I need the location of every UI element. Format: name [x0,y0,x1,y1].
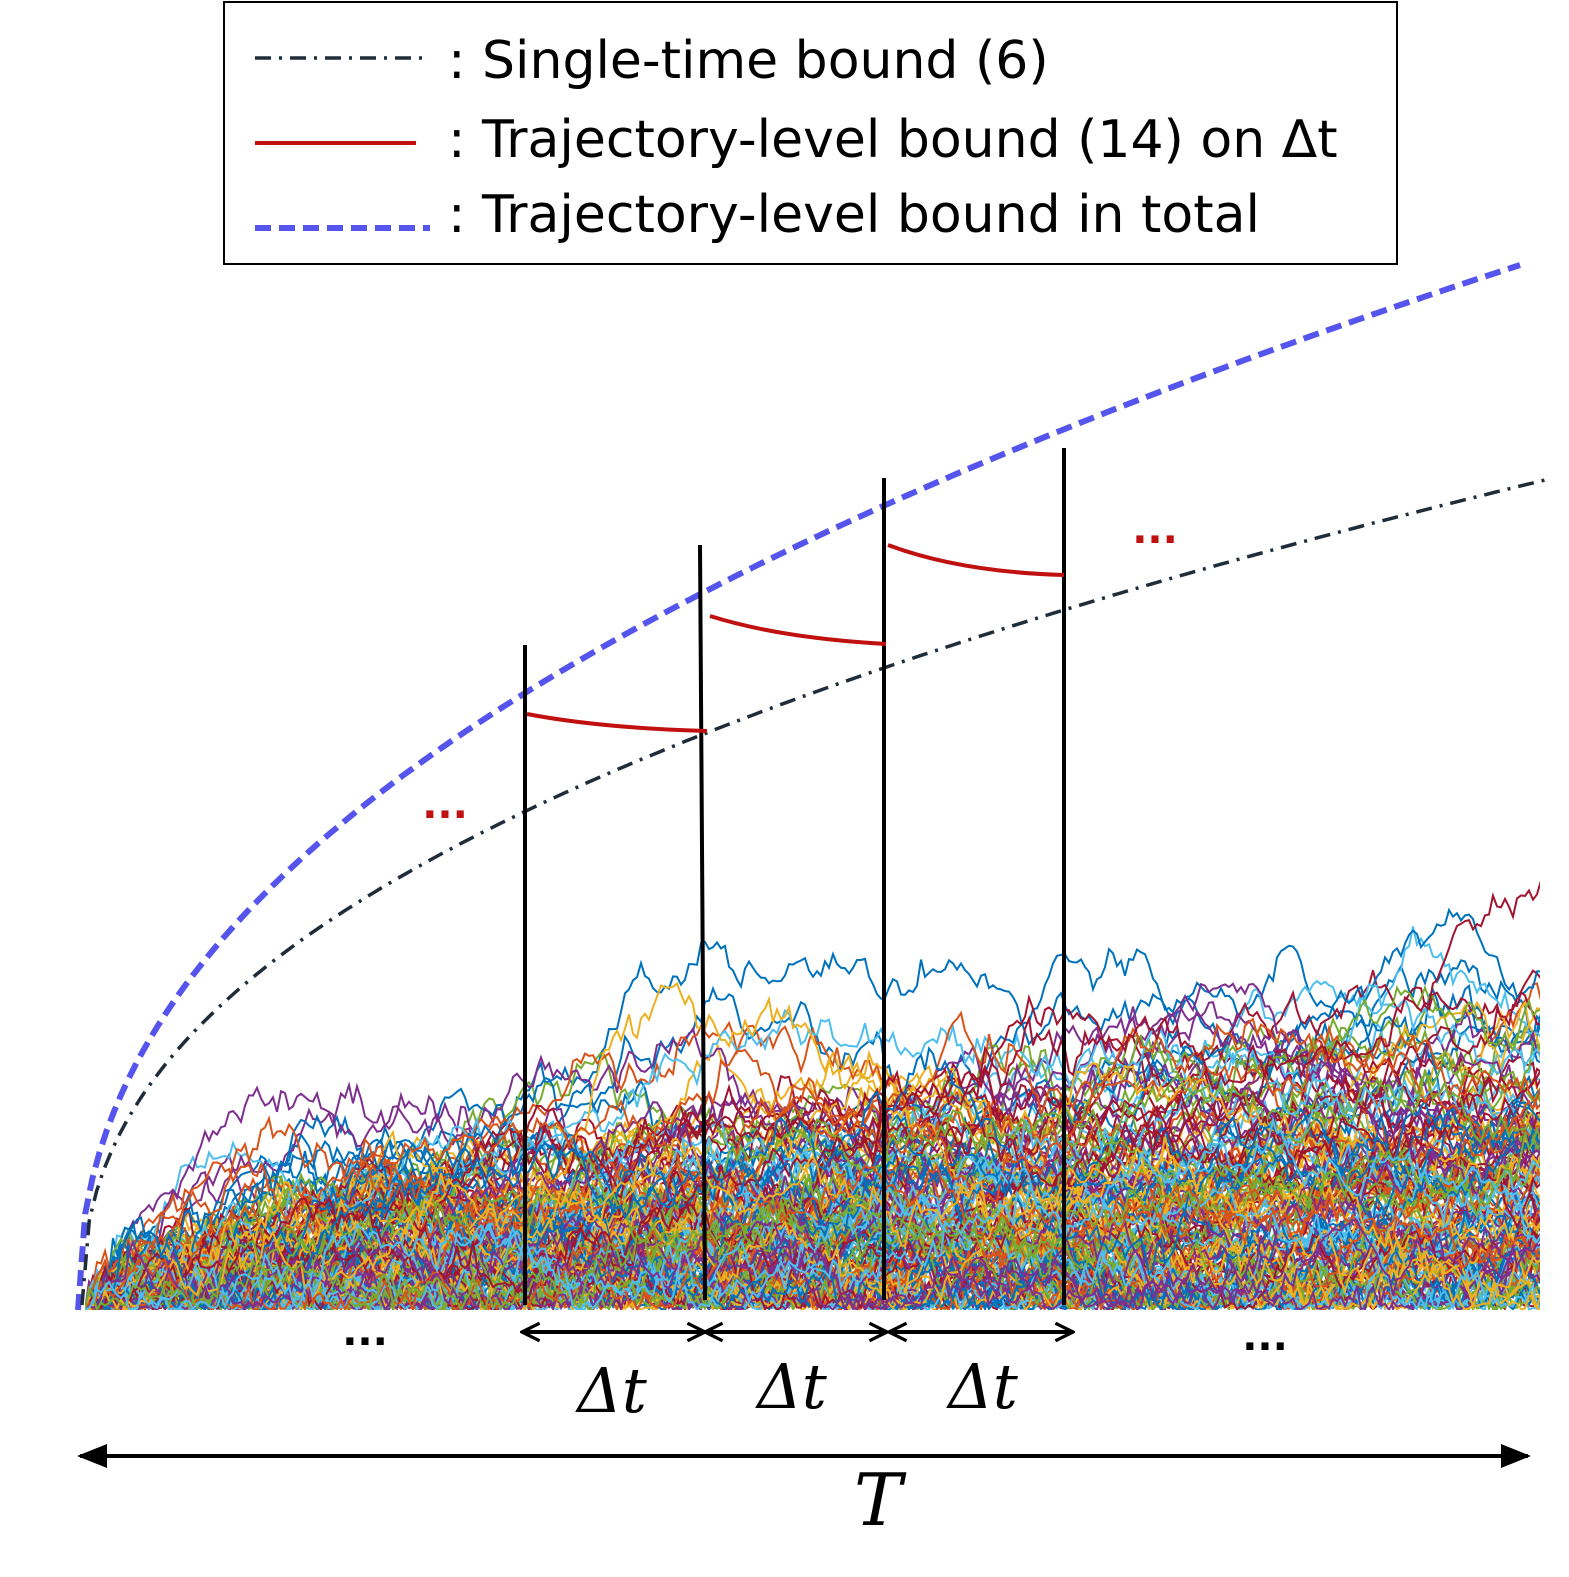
random-walk [85,1077,1540,1310]
total-label: T [854,1458,907,1542]
random-walk [85,1008,1540,1310]
interval-lines [523,448,1066,1305]
random-walk [85,1116,1540,1310]
legend-label: : Trajectory-level bound (14) on Δt [448,110,1338,170]
delta-arrows [77,1332,1531,1468]
delta-label: Δt [946,1350,1018,1423]
random-walk [85,1001,1540,1310]
random-walk [85,1049,1540,1310]
delta-label: Δt [755,1350,827,1423]
random-walk [85,1218,1540,1310]
random-walk [85,1155,1540,1310]
delta-label: Δt [575,1354,647,1427]
black-dots: ... [1242,1314,1288,1360]
bound-segment [709,614,887,646]
total-bound-curve [75,262,1521,1311]
interval-line [698,544,707,1301]
bound-segment [526,712,708,733]
random-walks [85,880,1540,1310]
random-walk [85,1087,1540,1310]
single-time-bound-curve [80,478,1546,1306]
random-walk [85,1116,1540,1310]
bound-segment [887,543,1065,577]
random-walk [85,981,1540,1310]
trajectory-bound-segments [526,543,1065,733]
red-dots: ... [422,782,468,828]
random-walk [85,1017,1540,1310]
random-walk [85,1163,1540,1310]
black-dots: ... [342,1309,388,1355]
legend: : Single-time bound (6) : Trajectory-lev… [223,1,1398,265]
random-walk [85,1125,1540,1310]
legend-label: : Trajectory-level bound in total [448,185,1260,245]
red-dots: ... [1132,507,1178,553]
legend-label: : Single-time bound (6) [448,31,1049,91]
random-walk [85,1101,1540,1310]
legend-box [223,1,1398,265]
